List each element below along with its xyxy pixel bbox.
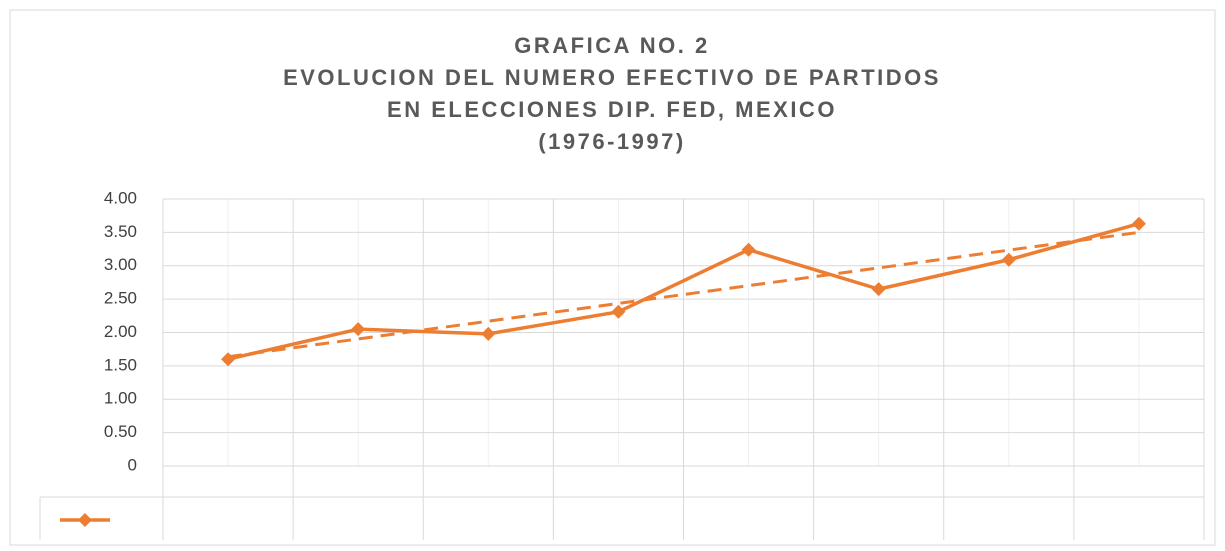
series-line [227, 222, 1140, 361]
chart-title: GRAFICA NO. 2 EVOLUCION DEL NUMERO EFECTI… [283, 33, 941, 154]
y-tick-label: 1.00 [104, 389, 137, 408]
marker [481, 326, 496, 341]
marker [1001, 252, 1016, 267]
y-tick-label: 2.50 [104, 289, 137, 308]
title-line: EN ELECCIONES DIP. FED, MEXICO [387, 97, 837, 122]
legend-marker [78, 513, 92, 527]
marker [221, 352, 236, 367]
marker [871, 282, 886, 297]
marker [1131, 216, 1146, 231]
y-tick-label: 0.50 [104, 422, 137, 441]
marker [741, 242, 756, 257]
y-tick-label: 1.50 [104, 355, 137, 374]
title-line: GRAFICA NO. 2 [514, 33, 709, 58]
title-line: EVOLUCION DEL NUMERO EFECTIVO DE PARTIDO… [283, 65, 941, 90]
y-tick-label: 3.00 [104, 255, 137, 274]
y-tick-label: 0 [128, 455, 137, 474]
y-tick-label: 2.00 [104, 322, 137, 341]
title-line: (1976-1997) [538, 129, 685, 154]
marker [351, 322, 366, 337]
marker [611, 304, 626, 319]
chart-border [9, 9, 1216, 546]
y-tick-label: 3.50 [104, 222, 137, 241]
y-tick-label: 4.00 [104, 188, 137, 207]
